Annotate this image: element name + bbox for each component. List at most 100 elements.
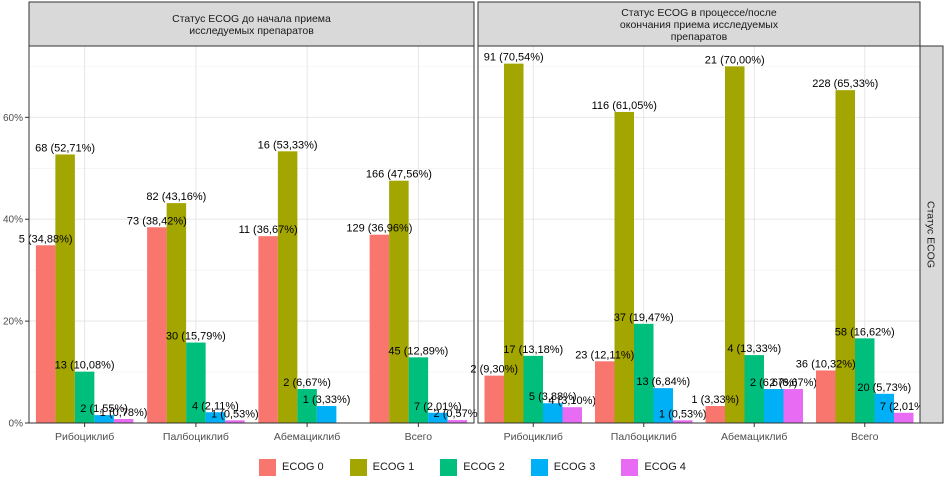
bar — [562, 407, 582, 423]
legend-item: ECOG 4 — [621, 458, 686, 476]
legend-key — [259, 458, 277, 476]
data-label: 58 (16,62%) — [835, 326, 895, 338]
bar — [74, 371, 95, 423]
x-tick-label: Всего — [405, 431, 433, 443]
legend-label: ECOG 0 — [282, 461, 324, 473]
panel-border — [28, 45, 475, 424]
data-label: 21 (70,00%) — [705, 54, 765, 66]
data-label: 4 (13,33%) — [727, 343, 781, 355]
legend-label: ECOG 3 — [553, 461, 596, 473]
data-label: 228 (65,33%) — [812, 78, 878, 90]
facet-row-title: Статус ECOG — [925, 201, 937, 268]
x-tick-label: Всего — [851, 431, 879, 443]
data-label: 13 (6,84%) — [636, 376, 690, 388]
data-label: 1 (0,78%) — [100, 407, 148, 419]
data-label: 45 (12,89%) — [388, 345, 448, 357]
legend-key — [530, 458, 548, 476]
y-tick-label: 40% — [3, 215, 23, 226]
bar — [634, 323, 654, 423]
facet-strip-title: препаратов — [671, 31, 728, 43]
bar — [447, 420, 468, 423]
data-label: 1 (0,53%) — [211, 408, 259, 420]
data-label: 1 (3,33%) — [303, 394, 351, 406]
x-tick-label: Рибоциклиб — [55, 431, 114, 443]
bar — [744, 355, 764, 423]
bar — [277, 151, 298, 423]
facet-row-strip — [919, 45, 944, 424]
data-label: 1 (3,33%) — [691, 394, 739, 406]
bar — [35, 245, 56, 423]
x-tick-label: Рибоциклиб — [504, 431, 563, 443]
data-label: 116 (61,05%) — [592, 100, 657, 112]
bar — [225, 420, 245, 423]
bar — [369, 234, 390, 423]
data-label: 11 (36,67%) — [239, 224, 298, 236]
legend-key — [440, 458, 458, 476]
bar — [408, 357, 429, 423]
data-label: 2 (6,67%) — [750, 377, 798, 389]
data-label: 7 (2,01%) — [880, 401, 928, 413]
facet-strip — [28, 1, 475, 47]
data-label: 17 (13,18%) — [503, 344, 563, 356]
bar — [764, 389, 784, 423]
bar — [484, 375, 504, 423]
x-tick-label: Абемациклиб — [274, 431, 340, 443]
bar — [94, 415, 114, 423]
legend-key — [349, 458, 367, 476]
data-label: 4 (3,10%) — [548, 395, 596, 407]
legend: ECOG 0 ECOG 1 ECOG 2 ECOG 3 ECOG 4 — [0, 455, 945, 479]
data-label: 4 (2,11%) — [192, 400, 239, 412]
data-label: 2 (9,30%) — [470, 364, 518, 376]
x-tick-label: Абемациклиб — [721, 431, 787, 443]
bar — [428, 412, 448, 423]
bar — [389, 180, 409, 423]
legend-item: ECOG 2 — [440, 458, 505, 476]
data-label: 68 (52,71%) — [35, 142, 95, 154]
data-label: 2 (6,67%) — [283, 377, 331, 389]
bar — [543, 403, 563, 423]
bar — [855, 338, 875, 423]
data-label: 129 (36,96%) — [346, 223, 412, 235]
data-label: 82 (43,16%) — [146, 191, 206, 203]
data-label: 37 (19,47%) — [614, 312, 674, 324]
bar — [55, 154, 75, 423]
bar — [147, 227, 167, 423]
bar — [725, 66, 745, 423]
bar — [835, 90, 855, 423]
y-tick-label: 60% — [3, 113, 23, 124]
x-tick-label: Палбоциклиб — [163, 431, 229, 443]
bar — [205, 412, 226, 423]
data-label: 20 (5,73%) — [857, 382, 911, 394]
bar — [874, 393, 894, 423]
bar — [166, 203, 187, 423]
bar — [705, 406, 725, 423]
legend-item: ECOG 1 — [349, 458, 414, 476]
data-label: 2 (1,55%) — [80, 403, 128, 415]
bar — [595, 361, 615, 423]
x-tick-label: Палбоциклиб — [611, 431, 677, 443]
data-label: 91 (70,54%) — [484, 52, 544, 64]
data-label: 73 (38,42%) — [127, 215, 187, 227]
data-label: 1 (0,53%) — [659, 408, 707, 420]
facet-strip-title: Статус ECOG до начала приема — [172, 13, 331, 25]
data-label: 5 (3,88%) — [529, 391, 577, 403]
legend-key — [621, 458, 639, 476]
data-label: 23 (12,11%) — [575, 349, 634, 361]
facet-strip-title: окончания приема исследуемых — [620, 19, 779, 31]
data-label: 36 (10,32%) — [796, 358, 856, 370]
data-label: 2 (6,67%) — [769, 377, 817, 389]
data-label: 16 (53,33%) — [258, 139, 318, 151]
faceted-bar-chart: Статус ECOG до начала приемаисследуемых … — [3, 1, 944, 443]
legend-label: ECOG 2 — [463, 461, 505, 473]
facet-strip — [477, 1, 921, 47]
bar — [186, 342, 206, 423]
data-label: 7 (2,01%) — [414, 401, 462, 413]
bar — [297, 389, 317, 423]
bar — [653, 388, 673, 423]
y-tick-label: 20% — [3, 317, 23, 328]
bar — [894, 412, 914, 423]
legend-item: ECOG 3 — [530, 458, 596, 476]
data-label: 2 (0,57%) — [434, 408, 482, 420]
bar — [783, 389, 803, 423]
data-label: 13 (10,08%) — [55, 360, 115, 372]
